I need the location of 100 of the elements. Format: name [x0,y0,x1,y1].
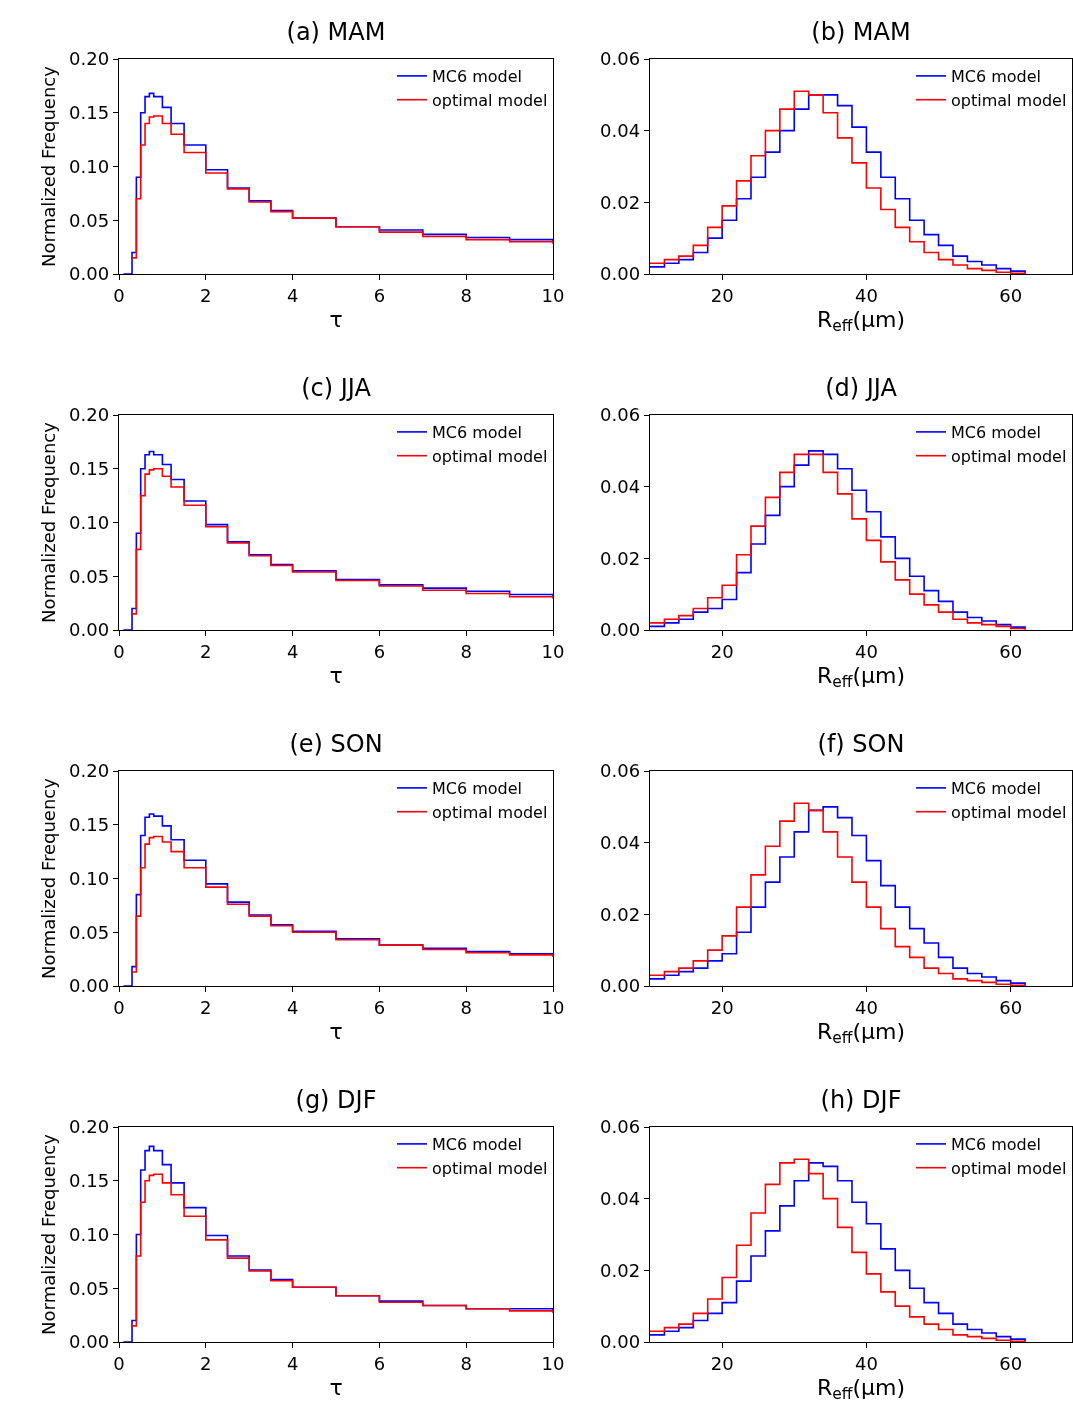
x-tick-label: 60 [999,1352,1023,1374]
y-tick-label: 0.10 [69,867,110,889]
x-axis-title: R$_{eff}$(μm) [817,1374,905,1404]
x-tick-label: 20 [710,996,734,1018]
y-tick-label: 0.06 [600,1116,641,1138]
x-axis-title: τ [329,1374,343,1400]
y-tick-label: 0.20 [69,404,110,426]
y-tick-label: 0.04 [600,475,641,497]
y-tick-label: 0.04 [600,831,641,853]
x-tick-label: 40 [854,284,878,306]
x-tick-label: 0 [113,1352,125,1374]
chart-title: (c) JJA [301,374,372,402]
y-tick-label: 0.06 [600,404,641,426]
x-tick-label: 6 [373,996,386,1018]
x-axis-title: τ [329,1018,343,1044]
legend-label: MC6 model [432,423,523,443]
y-tick-label: 0.04 [600,1187,641,1209]
y-tick-label: 0.15 [69,102,110,124]
x-tick-label: 4 [286,284,299,306]
x-tick-label: 4 [286,1352,299,1374]
y-tick-label: 0.02 [600,903,641,925]
y-tick-label: 0.00 [69,1331,110,1353]
y-tick-label: 0.00 [600,263,641,285]
y-axis-title: Normalized Frequency [38,65,60,267]
x-tick-label: 8 [460,1352,472,1374]
x-tick-label: 8 [460,996,472,1018]
y-tick-label: 0.20 [69,48,110,70]
y-tick-label: 0.00 [600,1331,641,1353]
x-tick-label: 20 [710,1352,734,1374]
y-tick-label: 0.15 [69,814,110,836]
x-tick-label: 60 [999,996,1023,1018]
x-tick-label: 2 [200,284,212,306]
legend-label: MC6 model [951,1135,1042,1155]
x-axis-title: R$_{eff}$(μm) [817,306,905,336]
y-tick-label: 0.02 [600,1259,641,1281]
y-tick-label: 0.06 [600,760,641,782]
legend-label: optimal model [951,1158,1067,1178]
chart-title: (g) DJF [295,1086,377,1114]
x-tick-label: 40 [854,1352,878,1374]
chart-title: (f) SON [817,730,905,758]
y-tick-label: 0.00 [69,263,110,285]
x-tick-label: 8 [460,640,472,662]
x-tick-label: 6 [373,1352,386,1374]
y-tick-label: 0.02 [600,191,641,213]
y-tick-label: 0.15 [69,1170,110,1192]
legend-label: MC6 model [432,67,523,87]
y-tick-label: 0.10 [69,511,110,533]
x-tick-label: 20 [710,640,734,662]
y-tick-label: 0.10 [69,1223,110,1245]
legend-label: MC6 model [432,779,523,799]
legend-label: optimal model [432,446,548,466]
x-tick-label: 60 [999,640,1023,662]
x-axis-title: R$_{eff}$(μm) [817,1018,905,1048]
x-tick-label: 4 [286,996,299,1018]
x-tick-label: 2 [200,1352,212,1374]
x-tick-label: 4 [286,640,299,662]
x-axis-title: τ [329,662,343,688]
legend-label: MC6 model [432,1135,523,1155]
x-tick-label: 6 [373,640,386,662]
chart-title: (b) MAM [811,18,911,46]
x-tick-label: 10 [541,640,565,662]
x-tick-label: 2 [200,640,212,662]
x-axis-title: τ [329,306,343,332]
chart-title: (h) DJF [820,1086,902,1114]
x-tick-label: 60 [999,284,1023,306]
legend-label: optimal model [432,90,548,110]
y-tick-label: 0.00 [69,975,110,997]
x-tick-label: 10 [541,1352,565,1374]
chart-title: (e) SON [289,730,383,758]
legend-label: optimal model [432,802,548,822]
x-tick-label: 40 [854,640,878,662]
x-tick-label: 10 [541,996,565,1018]
x-tick-label: 6 [373,284,386,306]
x-axis-title: R$_{eff}$(μm) [817,662,905,692]
legend-label: optimal model [951,90,1067,110]
x-tick-label: 0 [113,996,125,1018]
x-tick-label: 40 [854,996,878,1018]
y-tick-label: 0.05 [69,1277,110,1299]
y-tick-label: 0.05 [69,565,110,587]
legend-label: optimal model [951,446,1067,466]
legend-label: optimal model [951,802,1067,822]
x-tick-label: 10 [541,284,565,306]
legend-label: MC6 model [951,779,1042,799]
legend-label: optimal model [432,1158,548,1178]
y-tick-label: 0.02 [600,547,641,569]
y-tick-label: 0.06 [600,48,641,70]
y-tick-label: 0.15 [69,458,110,480]
y-tick-label: 0.00 [600,619,641,641]
y-axis-title: Normalized Frequency [38,777,60,979]
x-tick-label: 0 [113,640,125,662]
legend-label: MC6 model [951,67,1042,87]
y-tick-label: 0.20 [69,760,110,782]
y-tick-label: 0.05 [69,921,110,943]
y-tick-label: 0.05 [69,209,110,231]
y-tick-label: 0.20 [69,1116,110,1138]
y-tick-label: 0.00 [600,975,641,997]
chart-title: (d) JJA [825,374,898,402]
y-tick-label: 0.00 [69,619,110,641]
legend-label: MC6 model [951,423,1042,443]
x-tick-label: 8 [460,284,472,306]
